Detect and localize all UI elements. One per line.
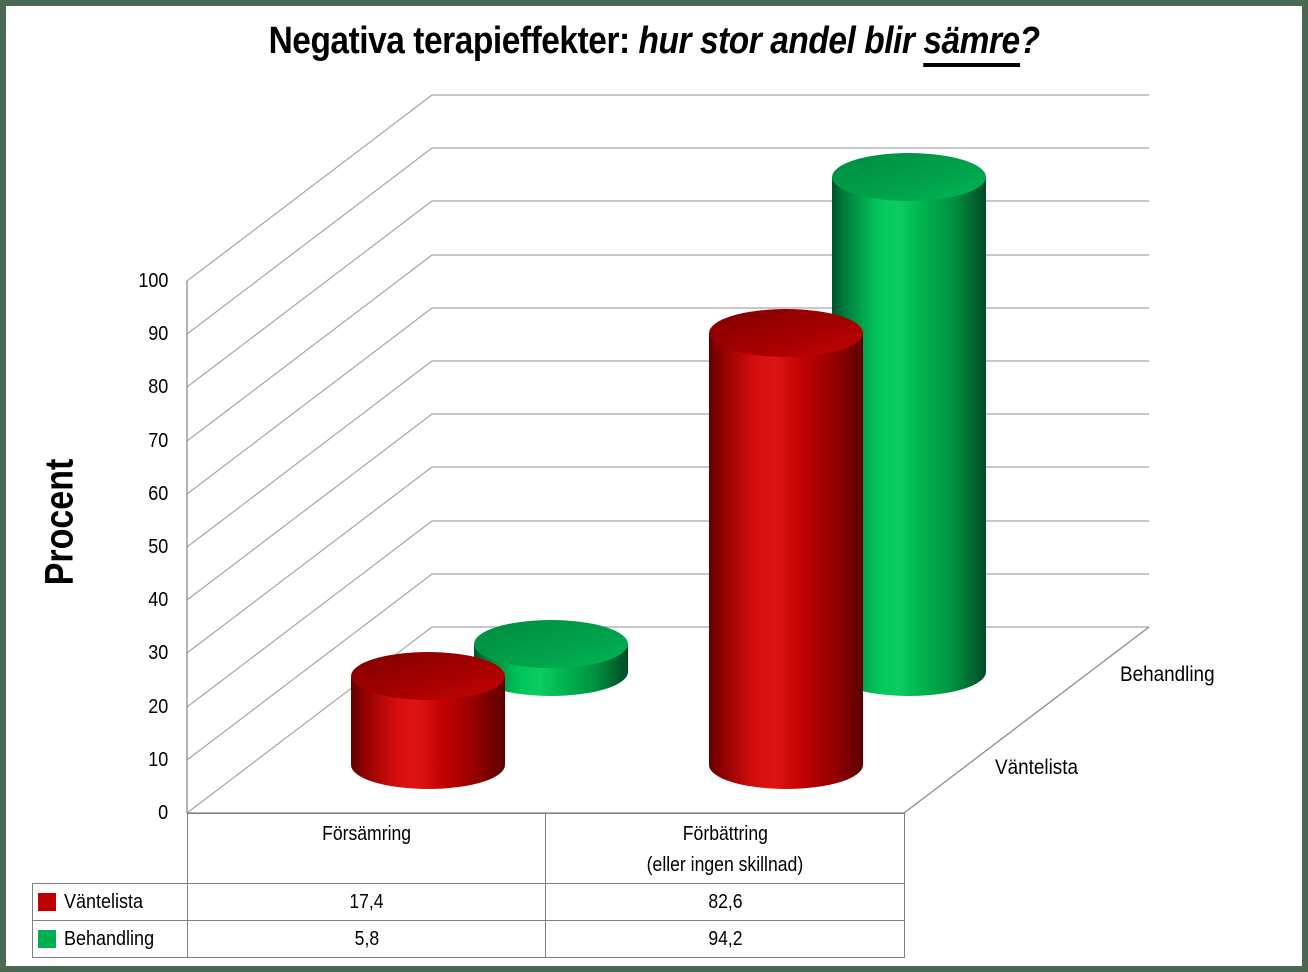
gridline-40 <box>186 413 1149 601</box>
floor-right-edge <box>903 626 1150 814</box>
legend-swatch-vantelista <box>38 893 56 911</box>
legend-column <box>32 883 188 958</box>
table-header-forbattring: Förbättring (eller ingen skillnad) <box>546 814 905 884</box>
chart-title-italic: hur stor andel blir <box>638 20 924 62</box>
table-value-behandling-forsamring: 5,8 <box>188 921 546 958</box>
gridline-20 <box>186 520 1149 708</box>
legend-label-behandling: Behandling <box>64 927 155 950</box>
y-tick-label-100: 100 <box>137 270 168 292</box>
legend-label-vantelista: Väntelista <box>64 890 144 913</box>
gridline-60 <box>186 307 1149 495</box>
gridline-90 <box>186 147 1149 335</box>
gridline-10 <box>186 573 1149 761</box>
table-value-behandling-forbattring: 94,2 <box>546 921 905 958</box>
gridline-30 <box>186 466 1149 654</box>
chart-title-prefix: Negativa terapieffekter: <box>268 20 639 62</box>
legend-item-behandling: Behandling <box>33 921 188 958</box>
y-tick-label-90: 90 <box>147 323 168 345</box>
y-tick-label-60: 60 <box>147 483 168 505</box>
gridline-100 <box>186 94 1149 282</box>
table-value-vantelista-forbattring: 82,6 <box>546 884 905 921</box>
y-tick-label-40: 40 <box>147 589 168 611</box>
legend-swatch-behandling <box>38 930 56 948</box>
y-tick-label-80: 80 <box>147 376 168 398</box>
table-header-forsamring: Försämring <box>188 814 546 884</box>
cylinder-behandling-forbattring <box>832 153 986 696</box>
y-tick-label-20: 20 <box>147 696 168 718</box>
y-tick-label-70: 70 <box>147 430 168 452</box>
y-tick-label-50: 50 <box>147 536 168 558</box>
gridline-80 <box>186 200 1149 388</box>
chart-title: Negativa terapieffekter: hur stor andel … <box>0 20 1308 67</box>
y-tick-label-30: 30 <box>147 642 168 664</box>
chart-title-suffix: ? <box>1019 20 1040 62</box>
cylinder-behandling-forsamring <box>474 620 628 696</box>
series-axis-label-vantelista: Väntelista <box>995 756 1079 779</box>
y-tick-label-0: 0 <box>157 802 168 824</box>
series-axis-label-behandling: Behandling <box>1120 663 1215 686</box>
gridline-0 <box>186 626 1149 814</box>
gridline-70 <box>186 254 1149 442</box>
gridline-50 <box>186 360 1149 548</box>
legend-item-vantelista: Väntelista <box>33 884 188 921</box>
y-axis-title: Procent <box>37 458 82 586</box>
cylinder-vantelista-forbattring <box>709 309 863 789</box>
y-tick-label-10: 10 <box>147 749 168 771</box>
gridlines <box>186 94 1149 814</box>
cylinder-vantelista-forsamring <box>351 652 505 789</box>
chart-title-underlined: sämre <box>923 20 1020 67</box>
table-value-vantelista-forsamring: 17,4 <box>188 884 546 921</box>
